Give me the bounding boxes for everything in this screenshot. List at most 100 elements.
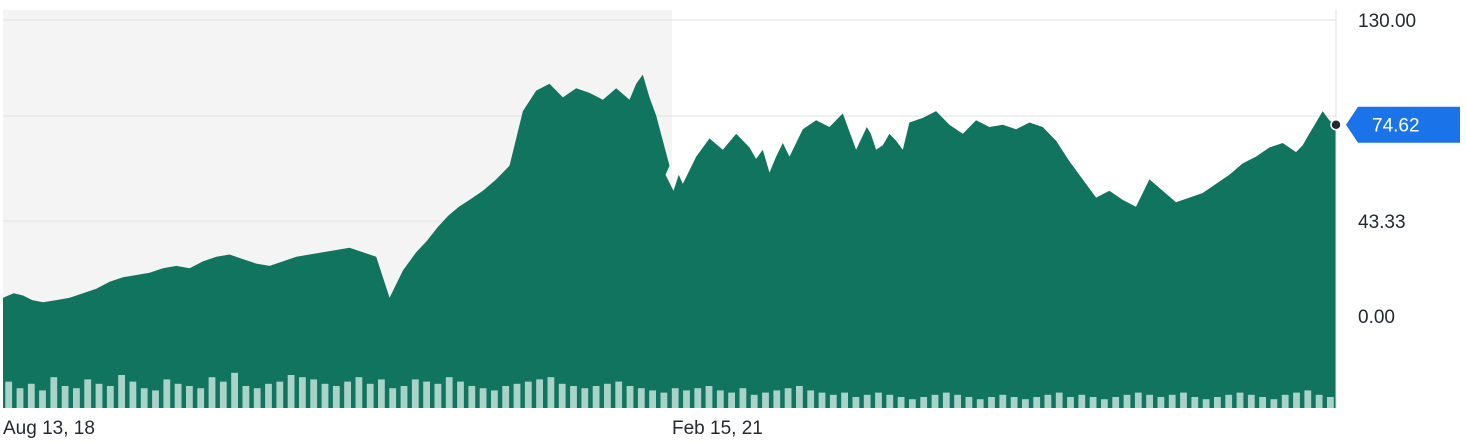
x-axis-labels: Aug 13, 18 Feb 15, 21 <box>3 418 763 439</box>
volume-bar <box>920 397 928 408</box>
volume-bar <box>39 390 46 408</box>
volume-bar <box>683 390 690 408</box>
volume-bar <box>671 388 679 408</box>
volume-bar <box>558 383 566 408</box>
current-price-dot <box>1330 118 1342 131</box>
volume-bar <box>50 377 58 408</box>
volume-bar <box>1101 399 1108 408</box>
volume-bar <box>762 392 769 408</box>
volume-bar <box>129 381 137 408</box>
volume-bar <box>479 388 487 408</box>
volume-bar <box>118 375 125 408</box>
volume-bar <box>208 377 216 408</box>
volume-bar <box>174 383 182 408</box>
volume-bar <box>536 379 543 408</box>
volume-bar <box>897 397 905 408</box>
volume-bar <box>219 381 227 408</box>
volume-bar <box>513 383 521 408</box>
volume-bar <box>999 394 1007 408</box>
volume-bar <box>1044 394 1052 408</box>
volume-bar <box>163 379 171 408</box>
volume-bar <box>1281 394 1289 408</box>
volume-bar <box>1293 392 1300 408</box>
volume-bar <box>253 388 261 408</box>
volume-bar <box>276 381 284 408</box>
y-tick-label: 43.33 <box>1358 212 1406 233</box>
price-badge <box>1346 106 1460 143</box>
volume-bar <box>909 399 916 408</box>
y-tick-label: 0.00 <box>1358 307 1395 328</box>
volume-bar <box>389 388 397 408</box>
volume-bar <box>581 388 589 408</box>
volume-bar <box>73 388 80 408</box>
volume-bar <box>366 383 374 408</box>
volume-bar <box>400 386 408 408</box>
volume-bar <box>1089 397 1097 408</box>
volume-bar <box>84 379 92 408</box>
volume-bar <box>1247 394 1255 408</box>
volume-bar <box>197 388 205 408</box>
price-badge-label: 74.62 <box>1372 116 1420 137</box>
volume-bar <box>784 388 792 408</box>
volume-bar <box>1112 397 1120 408</box>
volume-bar <box>355 377 363 408</box>
volume-bar <box>604 383 611 408</box>
volume-bar <box>615 381 623 408</box>
volume-bar <box>637 388 645 408</box>
volume-bar <box>310 379 318 408</box>
volume-bar <box>186 386 193 408</box>
volume-bar <box>954 394 961 408</box>
volume-bar <box>299 377 306 408</box>
volume-bar <box>705 386 713 408</box>
volume-bar <box>1067 397 1074 408</box>
volume-bar <box>807 390 815 408</box>
volume-bar <box>796 386 803 408</box>
volume-bar <box>265 383 272 408</box>
volume-bar <box>95 383 103 408</box>
volume-bar <box>988 397 995 408</box>
volume-bar <box>423 381 430 408</box>
volume-bar <box>875 392 882 408</box>
volume-bar <box>231 372 238 408</box>
volume-bar <box>1191 397 1199 408</box>
volume-bar <box>61 386 69 408</box>
volume-bar <box>287 375 295 408</box>
volume-bar <box>332 386 340 408</box>
volume-bar <box>378 379 385 408</box>
volume-bar <box>649 390 656 408</box>
volume-bar <box>716 390 724 408</box>
volume-bar <box>434 383 442 408</box>
y-axis-labels: 130.0086.6743.330.00 <box>1358 11 1416 328</box>
volume-bar <box>1134 392 1142 408</box>
volume-bar <box>829 394 837 408</box>
volume-bar <box>1270 399 1278 408</box>
volume-bar <box>863 394 871 408</box>
volume-bar <box>1202 399 1210 408</box>
volume-bar <box>1327 397 1334 408</box>
volume-bar <box>1180 392 1187 408</box>
volume-bars <box>5 372 1334 408</box>
volume-bar <box>1259 397 1266 408</box>
volume-bar <box>1304 390 1312 408</box>
price-area <box>3 74 1336 408</box>
volume-bar <box>152 390 159 408</box>
volume-bar <box>841 392 848 408</box>
volume-bar <box>886 394 894 408</box>
volume-bar <box>1236 392 1244 408</box>
volume-bar <box>965 397 973 408</box>
volume-bar <box>1078 394 1086 408</box>
volume-bar <box>321 383 329 408</box>
x-tick-label: Aug 13, 18 <box>3 418 95 439</box>
volume-bar <box>1123 394 1131 408</box>
volume-bar <box>1315 394 1323 408</box>
volume-bar <box>660 392 668 408</box>
volume-bar <box>491 390 498 408</box>
volume-bar <box>468 386 476 408</box>
volume-bar <box>242 386 250 408</box>
volume-bar <box>27 383 35 408</box>
x-tick-label: Feb 15, 21 <box>672 418 763 439</box>
volume-bar <box>1157 397 1165 408</box>
volume-bar <box>626 386 634 408</box>
volume-bar <box>592 386 600 408</box>
